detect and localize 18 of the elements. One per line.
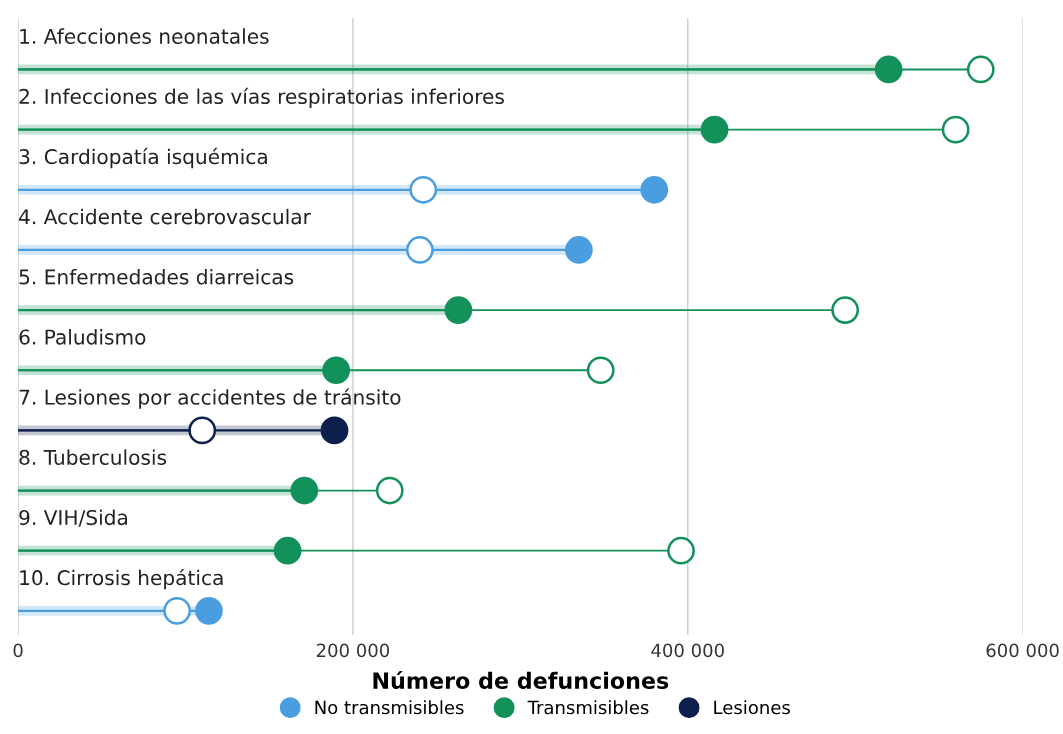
y-tick-label: 6. Paludismo	[19, 329, 146, 345]
y-tick-label: 1. Afecciones neonatales	[20, 28, 269, 44]
y-tick-label: 2. Infecciones de las vías respiratorias inferiores	[19, 87, 504, 108]
y-tick-label: 9. VIH/Sida	[19, 509, 128, 527]
y-tick-label: 5. Enfermedades diarreicas	[19, 268, 294, 285]
x-axis-title: Número de defunciones	[373, 670, 669, 690]
y-tick-label: 8. Tuberculosis	[19, 449, 167, 465]
y-tick-label: 4. Accidente cerebrovascular	[19, 208, 311, 225]
x-tick-label: 400 000	[651, 643, 724, 658]
legend-label: Transmisibles	[527, 700, 649, 715]
y-tick-label: 10. Cirrosis hepática	[20, 568, 223, 590]
x-tick-label: 0	[13, 643, 23, 658]
legend-label: No transmisibles	[315, 700, 464, 715]
x-tick-label: 200 000	[316, 643, 390, 658]
legend-label: Lesiones	[714, 700, 790, 715]
x-tick-label: 600 000	[986, 643, 1059, 658]
y-tick-label: 7. Lesiones por accidentes de tránsito	[19, 388, 401, 409]
y-tick-label: 3. Cardiopatía isquémica	[19, 147, 267, 169]
